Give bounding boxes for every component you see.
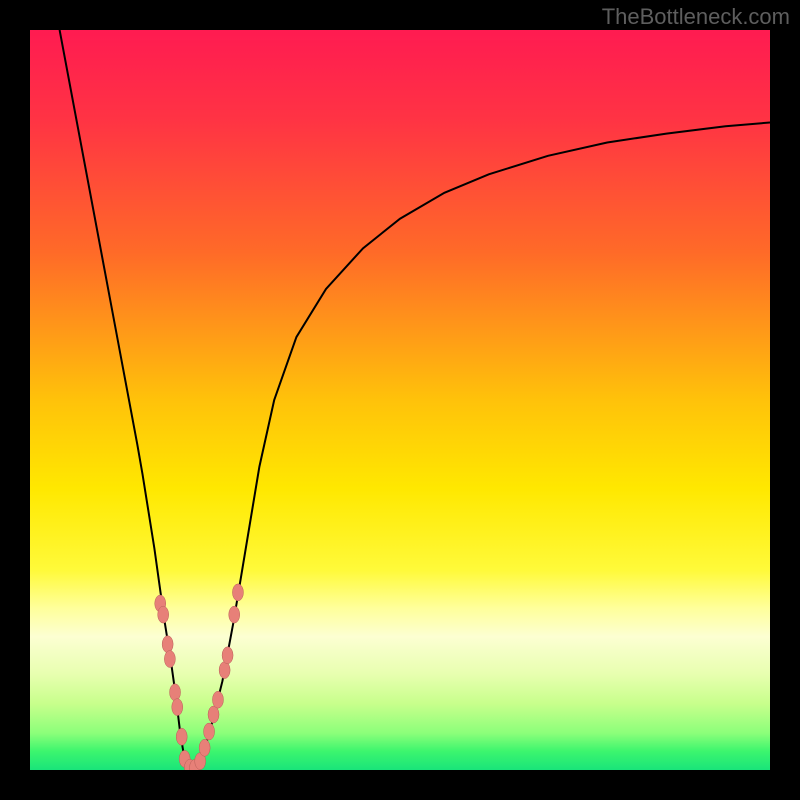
data-marker: [158, 606, 169, 623]
data-marker: [164, 651, 175, 668]
data-marker: [172, 699, 183, 716]
chart-svg: [30, 30, 770, 770]
data-marker: [170, 684, 181, 701]
data-marker: [212, 691, 223, 708]
data-marker: [176, 728, 187, 745]
data-marker: [162, 636, 173, 653]
data-marker: [208, 706, 219, 723]
gradient-background: [30, 30, 770, 770]
data-marker: [219, 662, 230, 679]
data-marker: [229, 606, 240, 623]
data-marker: [222, 647, 233, 664]
plot-area: [30, 30, 770, 770]
watermark-text: TheBottleneck.com: [602, 4, 790, 30]
data-marker: [199, 739, 210, 756]
data-marker: [232, 584, 243, 601]
data-marker: [204, 723, 215, 740]
